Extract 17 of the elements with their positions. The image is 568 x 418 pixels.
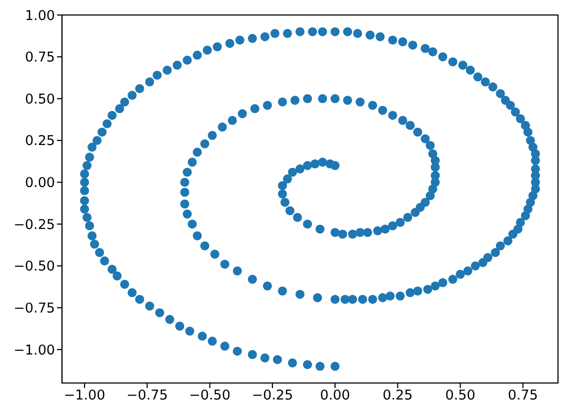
y-tick-label: 0.75 (24, 50, 55, 66)
y-tick-label: 1.00 (24, 8, 55, 24)
x-tick-label: 0.75 (508, 388, 538, 404)
y-tick-label: 0.25 (24, 133, 55, 150)
x-tick-label: −0.25 (252, 388, 294, 404)
x-tick-label: −0.75 (126, 388, 168, 404)
y-tick-label: −0.75 (14, 300, 55, 317)
y-tick-label: 0.00 (24, 175, 55, 192)
x-tick-label: 0.00 (320, 388, 350, 404)
y-tick-label: −0.25 (14, 216, 55, 233)
x-tick-label: −1.00 (64, 388, 106, 404)
y-tick-label: −0.50 (14, 258, 55, 275)
y-tick-label: −1.00 (14, 342, 55, 358)
y-tick-label: 0.50 (24, 91, 55, 108)
x-tick-label: −0.50 (189, 388, 230, 404)
x-tick-label: 0.50 (445, 388, 476, 404)
x-tick-label: 0.25 (382, 388, 413, 404)
